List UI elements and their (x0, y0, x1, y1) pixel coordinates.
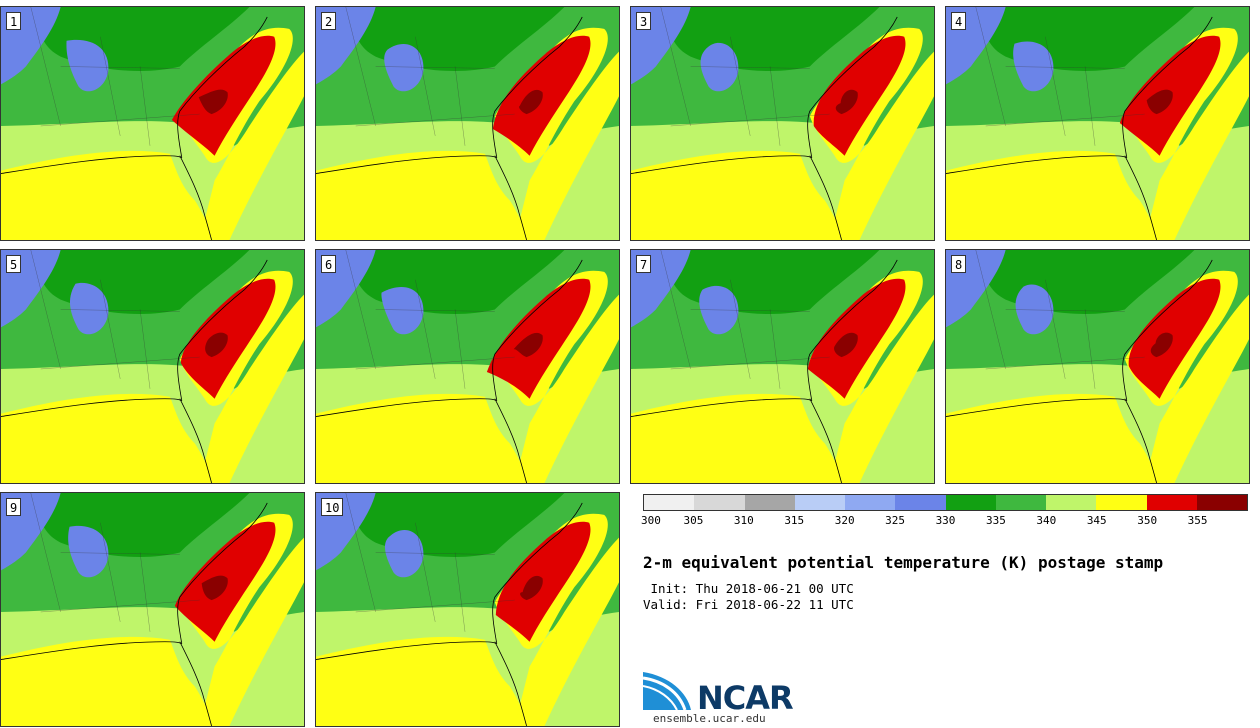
ensemble-member-map: 6 (315, 249, 620, 484)
member-number-label: 10 (321, 498, 344, 516)
legend-tick-label: 300 (641, 514, 661, 527)
legend-swatch (794, 495, 845, 510)
legend-swatch (945, 495, 996, 510)
legend-swatch (694, 495, 745, 510)
member-number-label: 3 (636, 12, 652, 30)
ncar-logo (643, 672, 691, 711)
legend-swatch (1146, 495, 1197, 510)
valid-time: Valid: Fri 2018-06-22 11 UTC (643, 597, 854, 612)
ensemble-member-map: 9 (0, 492, 305, 727)
legend-tick-label: 350 (1137, 514, 1158, 527)
legend-tick-label: 345 (1086, 514, 1107, 527)
ensemble-member-map: 3 (630, 6, 935, 241)
ensemble-member-map: 5 (0, 249, 305, 484)
member-number-label: 8 (951, 255, 967, 273)
legend-tick-label: 315 (784, 514, 805, 527)
ncar-logo-text: NCAR (697, 679, 794, 717)
legend-tick-label: 340 (1036, 514, 1057, 527)
legend-tick-label: 330 (935, 514, 956, 527)
member-number-label: 9 (6, 498, 22, 516)
ensemble-member-map: 7 (630, 249, 935, 484)
ensemble-member-map: 1 (0, 6, 305, 241)
legend-tick-label: 335 (985, 514, 1006, 527)
legend-tick-label: 305 (683, 514, 704, 527)
legend-tick-label: 325 (885, 514, 906, 527)
legend-ticks: 300 305 310 315 320 325 330 335 340 345 350 355 (641, 514, 1248, 530)
init-time: Init: Thu 2018-06-21 00 UTC (643, 581, 854, 596)
member-number-label: 4 (951, 12, 967, 30)
legend-swatch (845, 495, 896, 510)
member-number-label: 5 (6, 255, 22, 273)
site-url: ensemble.ucar.edu (653, 712, 766, 725)
legend-tick-label: 310 (733, 514, 754, 527)
chart-title: 2-m equivalent potential temperature (K)… (643, 553, 1164, 572)
member-number-label: 1 (6, 12, 22, 30)
legend-swatch (1096, 495, 1147, 510)
legend-tick-label: 320 (834, 514, 855, 527)
legend-swatch (644, 495, 695, 510)
legend-tick-label: 355 (1187, 514, 1208, 527)
ensemble-member-map: 10 (315, 492, 620, 727)
member-number-label: 7 (636, 255, 652, 273)
legend-swatch (744, 495, 795, 510)
color-legend (643, 494, 1248, 511)
legend-swatch (1196, 495, 1247, 510)
legend-swatch (995, 495, 1046, 510)
legend-swatch (1046, 495, 1097, 510)
member-number-label: 2 (321, 12, 337, 30)
ensemble-member-map: 4 (945, 6, 1250, 241)
ensemble-member-map: 2 (315, 6, 620, 241)
legend-swatch (895, 495, 946, 510)
ensemble-member-map: 8 (945, 249, 1250, 484)
member-number-label: 6 (321, 255, 337, 273)
